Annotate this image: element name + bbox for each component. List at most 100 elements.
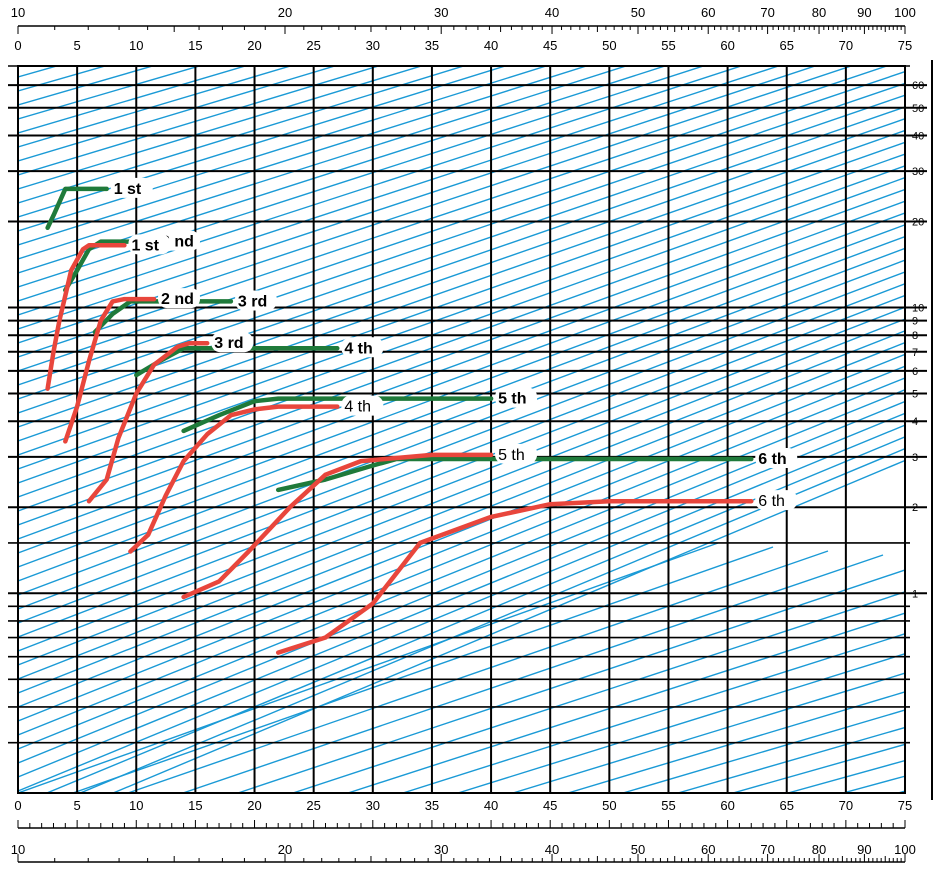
diagonal-line bbox=[18, 247, 905, 582]
log-scale-label: 100 bbox=[894, 842, 916, 857]
diagonal-line bbox=[78, 447, 905, 793]
diagonal-line bbox=[18, 66, 466, 204]
y-tick-label: 20 bbox=[912, 216, 924, 228]
x-tick-label: 65 bbox=[779, 38, 793, 53]
diagonal-line bbox=[18, 0, 945, 63]
diagonal-line bbox=[18, 66, 744, 302]
log-scale-label: 60 bbox=[701, 5, 715, 20]
diagonal-line bbox=[18, 66, 549, 232]
y-tick-label: 1 bbox=[912, 588, 918, 600]
series-label-bg bbox=[495, 443, 538, 464]
series-label-bg bbox=[341, 395, 384, 416]
series-label-bg bbox=[755, 448, 798, 469]
y-tick-label: 30 bbox=[912, 166, 924, 178]
x-tick-label: 40 bbox=[484, 38, 498, 53]
diagonal-line bbox=[18, 389, 905, 750]
x-tick-label: 75 bbox=[898, 38, 912, 53]
series-label-bg bbox=[495, 387, 538, 408]
log-scale-label: 60 bbox=[701, 842, 715, 857]
series-label: 3 rd bbox=[214, 335, 243, 352]
y-tick-label: 9 bbox=[912, 316, 918, 328]
diagonal-line bbox=[18, 0, 945, 49]
diagonal-guide-lines bbox=[18, 0, 945, 793]
log-scale-label: 40 bbox=[545, 842, 559, 857]
diagonal-line bbox=[18, 400, 905, 764]
diagonal-line bbox=[18, 330, 905, 680]
log-scale-label: 10 bbox=[11, 842, 25, 857]
y-tick-labels: 60 50 40 30 20 10 9 8 7 6 5 4 3 2 1 bbox=[912, 80, 924, 600]
series-line-green-4 bbox=[134, 346, 340, 378]
series-line-green-2 bbox=[63, 239, 157, 293]
diagonal-line bbox=[402, 633, 905, 793]
series-label-bg bbox=[110, 177, 153, 198]
series-line-red-10 bbox=[128, 404, 340, 554]
log-scale-label: 70 bbox=[760, 842, 774, 857]
diagonal-line bbox=[18, 377, 905, 736]
top-log-scale: 10 20 30 40 50 60 70 80 90 100 bbox=[11, 5, 916, 34]
diagonal-line bbox=[127, 550, 829, 793]
x-tick-label: 65 bbox=[779, 798, 793, 813]
x-tick-labels: 0055101015152020252530303535404045455050… bbox=[14, 38, 912, 829]
y-tick-label: 40 bbox=[912, 130, 924, 142]
gear-series-labels: 1 st2 nd3 rd4 th5 th6 th1 st2 nd3 rd4 th… bbox=[110, 177, 798, 511]
diagonal-line bbox=[18, 82, 905, 386]
log-scale-label: 20 bbox=[278, 842, 292, 857]
series-label: 3 rd bbox=[238, 293, 267, 310]
x-tick-label: 25 bbox=[306, 38, 320, 53]
y-tick-label: 3 bbox=[912, 452, 918, 464]
series-label-bg bbox=[158, 288, 201, 309]
x-tick-label: 30 bbox=[366, 798, 380, 813]
x-tick-label: 45 bbox=[543, 38, 557, 53]
diagonal-line bbox=[18, 66, 338, 162]
x-tick-label: 25 bbox=[306, 798, 320, 813]
x-tick-label: 5 bbox=[74, 798, 81, 813]
y-tick-label: 5 bbox=[912, 389, 918, 401]
x-tick-label: 55 bbox=[661, 798, 675, 813]
log-scale-label: 40 bbox=[545, 5, 559, 20]
diagonal-line bbox=[18, 66, 818, 330]
diagonal-line bbox=[18, 94, 905, 400]
diagonal-line bbox=[567, 691, 905, 793]
diagonal-line bbox=[18, 0, 945, 21]
diagonal-line bbox=[18, 306, 905, 652]
series-line-red-8 bbox=[63, 296, 157, 444]
log-scale-label: 10 bbox=[11, 5, 25, 20]
diagonal-line bbox=[18, 66, 293, 148]
series-line-red-7 bbox=[45, 243, 127, 391]
y-tick-label: 60 bbox=[912, 80, 924, 92]
y-tick-label: 10 bbox=[912, 302, 924, 314]
series-label: 6 th bbox=[758, 451, 786, 468]
diagonal-line bbox=[18, 66, 424, 190]
y-tick-label: 4 bbox=[912, 416, 918, 428]
series-label: 2 nd bbox=[161, 291, 194, 308]
y-tick-label: 7 bbox=[912, 347, 918, 359]
series-label-bg bbox=[341, 337, 384, 358]
log-scale-label: 90 bbox=[857, 842, 871, 857]
y-tick-label: 50 bbox=[912, 103, 924, 115]
diagonal-line bbox=[18, 271, 905, 610]
x-tick-label: 40 bbox=[484, 798, 498, 813]
series-label: 4 th bbox=[344, 399, 371, 416]
series-label: 1 st bbox=[114, 181, 142, 198]
x-tick-label: 20 bbox=[247, 798, 261, 813]
log-scale-label: 80 bbox=[812, 842, 826, 857]
log-scale-label: 50 bbox=[631, 5, 645, 20]
x-tick-label: 50 bbox=[602, 38, 616, 53]
diagonal-line bbox=[18, 66, 202, 120]
diagonal-line bbox=[18, 118, 905, 428]
series-label: 5 th bbox=[498, 391, 526, 408]
diagonal-line bbox=[18, 66, 155, 106]
series-line-green-1 bbox=[45, 186, 109, 231]
x-tick-label: 30 bbox=[366, 38, 380, 53]
diagonal-line bbox=[18, 129, 905, 442]
diagonal-line bbox=[18, 365, 905, 722]
log-scale-label: 20 bbox=[278, 5, 292, 20]
diagonal-line bbox=[18, 66, 381, 176]
diagonal-line bbox=[18, 66, 668, 274]
y-tick-label: 8 bbox=[912, 330, 918, 342]
log-scale-label: 50 bbox=[631, 842, 645, 857]
x-tick-label: 0 bbox=[14, 798, 21, 813]
x-tick-label: 60 bbox=[720, 38, 734, 53]
x-tick-label: 0 bbox=[14, 38, 21, 53]
